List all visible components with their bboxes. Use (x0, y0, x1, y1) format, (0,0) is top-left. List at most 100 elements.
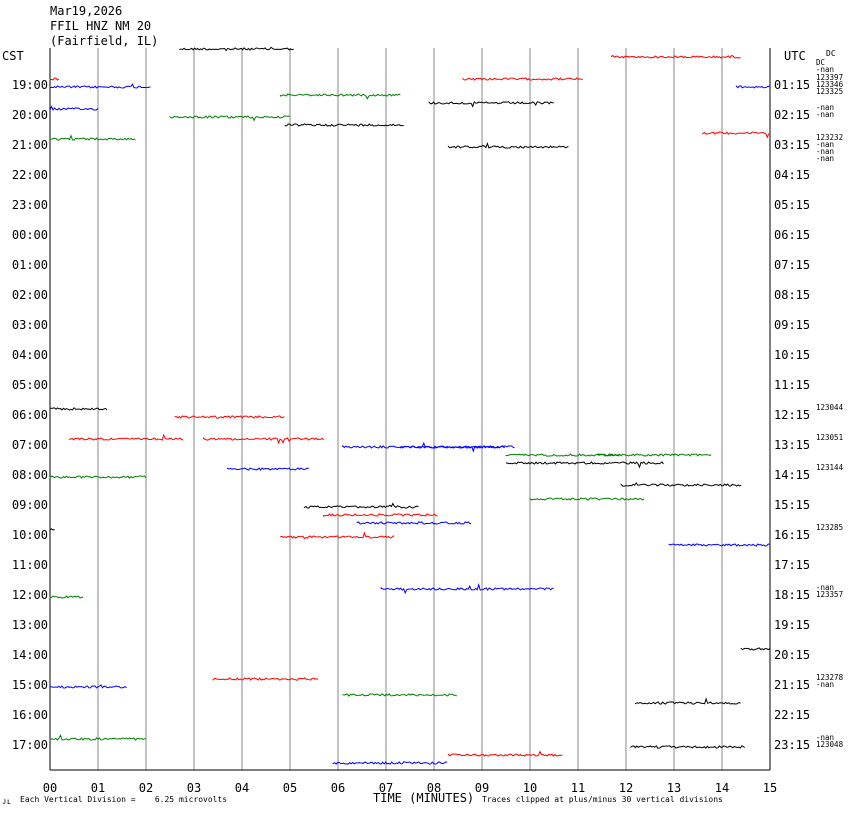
trace-segment (49, 83, 151, 89)
x-tick-label: 15 (763, 781, 777, 795)
trace-segment (49, 528, 55, 531)
utc-hour-label: 09:15 (774, 318, 810, 332)
trace-segment (279, 93, 401, 100)
x-tick-label: 07 (379, 781, 393, 795)
dc-offset-label: 123285 (816, 523, 843, 532)
left-axis-title: CST (2, 49, 24, 63)
trace-segment (380, 583, 554, 595)
trace-segment (399, 445, 515, 449)
dc-offset-label: -nan (816, 110, 834, 119)
trace-segment (611, 54, 741, 59)
trace-segment (668, 543, 770, 547)
trace-segment (447, 142, 569, 149)
x-tick-label: 04 (235, 781, 249, 795)
trace-segment (529, 497, 645, 501)
dc-offset-label: 123051 (816, 433, 843, 442)
header-date: Mar19,2026 (50, 4, 122, 18)
trace-segment (303, 502, 419, 509)
dc-offset-label: 123144 (816, 463, 844, 472)
x-tick-label: 10 (523, 781, 537, 795)
utc-hour-label: 13:15 (774, 438, 810, 452)
utc-hour-label: 19:15 (774, 618, 810, 632)
dc-offset-label: -nan (816, 103, 834, 112)
dc-offset-label: 123346 (816, 80, 844, 89)
x-tick-label: 09 (475, 781, 489, 795)
cst-hour-label: 23:00 (12, 198, 48, 212)
trace-segment (447, 750, 563, 757)
x-tick-label: 14 (715, 781, 729, 795)
cst-hour-label: 00:00 (12, 228, 48, 242)
dc-offset-label: -nan (816, 680, 834, 689)
trace-segment (49, 407, 108, 411)
utc-hour-label: 15:15 (774, 498, 810, 512)
cst-hour-label: 17:00 (12, 738, 48, 752)
cst-hour-label: 15:00 (12, 678, 48, 692)
dc-offset-label: -nan (816, 147, 834, 156)
utc-hour-label: 12:15 (774, 408, 810, 422)
trace-segment (49, 684, 127, 689)
trace-segment (323, 513, 438, 517)
x-tick-label: 00 (43, 781, 57, 795)
x-tick-label: 06 (331, 781, 345, 795)
x-tick-label: 08 (427, 781, 441, 795)
header-station: FFIL HNZ NM 20 (50, 19, 151, 33)
trace-segment (174, 415, 285, 419)
trace-segment (49, 134, 136, 141)
cst-hour-label: 21:00 (12, 138, 48, 152)
x-tick-label: 03 (187, 781, 201, 795)
corner-mark: ᴊʟ (2, 797, 12, 806)
scale-note: Each Vertical Division = 6.25 microvolts (20, 795, 227, 804)
utc-hour-label: 02:15 (774, 108, 810, 122)
trace-segment (179, 46, 294, 52)
trace-segment (702, 131, 770, 139)
cst-hour-label: 13:00 (12, 618, 48, 632)
trace-segment (284, 123, 404, 127)
dc-offset-label: -nan (816, 154, 834, 163)
cst-hour-label: 10:00 (12, 528, 48, 542)
dc-offset-label: 123325 (816, 87, 843, 96)
dc-offset-label: 123232 (816, 133, 843, 142)
trace-segment (428, 101, 554, 108)
cst-hour-label: 20:00 (12, 108, 48, 122)
x-tick-label: 02 (139, 781, 153, 795)
dc-offset-label: -nan (816, 733, 834, 742)
cst-hour-label: 19:00 (12, 78, 48, 92)
x-tick-label: 11 (571, 781, 585, 795)
trace-segment (735, 85, 770, 89)
dc-offset-label: DC (816, 58, 825, 67)
utc-hour-label: 04:15 (774, 168, 810, 182)
cst-hour-label: 09:00 (12, 498, 48, 512)
trace-segment (49, 734, 147, 741)
utc-hour-label: 08:15 (774, 288, 810, 302)
axis-labels: 00 01 02 03 04 05 06 07 08 09 10 11 12 13 14 15DC-nan19… (12, 58, 844, 795)
dc-offset-label: -nan (816, 140, 834, 149)
utc-hour-label: 01:15 (774, 78, 810, 92)
dc-offset-label: 123397 (816, 73, 843, 82)
x-tick-label: 05 (283, 781, 297, 795)
trace-segment (630, 745, 746, 749)
utc-hour-label: 11:15 (774, 378, 810, 392)
cst-hour-label: 11:00 (12, 558, 48, 572)
trace-segment (212, 677, 319, 682)
utc-hour-label: 10:15 (774, 348, 810, 362)
trace-segment (342, 441, 506, 453)
utc-hour-label: 23:15 (774, 738, 810, 752)
cst-hour-label: 16:00 (12, 708, 48, 722)
dc-offset-label: -nan (816, 65, 834, 74)
x-tick-label: 01 (91, 781, 105, 795)
trace-segment (506, 461, 664, 469)
trace-segment (635, 697, 741, 705)
trace-segment (203, 437, 324, 445)
utc-hour-label: 14:15 (774, 468, 810, 482)
trace-segment (740, 647, 770, 651)
dc-offset-label: 123278 (816, 673, 844, 682)
utc-hour-label: 05:15 (774, 198, 810, 212)
x-axis-title: TIME (MINUTES) (373, 791, 474, 805)
trace-segment (342, 693, 458, 697)
cst-hour-label: 06:00 (12, 408, 48, 422)
cst-hour-label: 08:00 (12, 468, 48, 482)
dc-header-label: DC (826, 49, 836, 58)
cst-hour-label: 03:00 (12, 318, 48, 332)
trace-segment (169, 115, 291, 122)
trace-segment (462, 77, 583, 81)
